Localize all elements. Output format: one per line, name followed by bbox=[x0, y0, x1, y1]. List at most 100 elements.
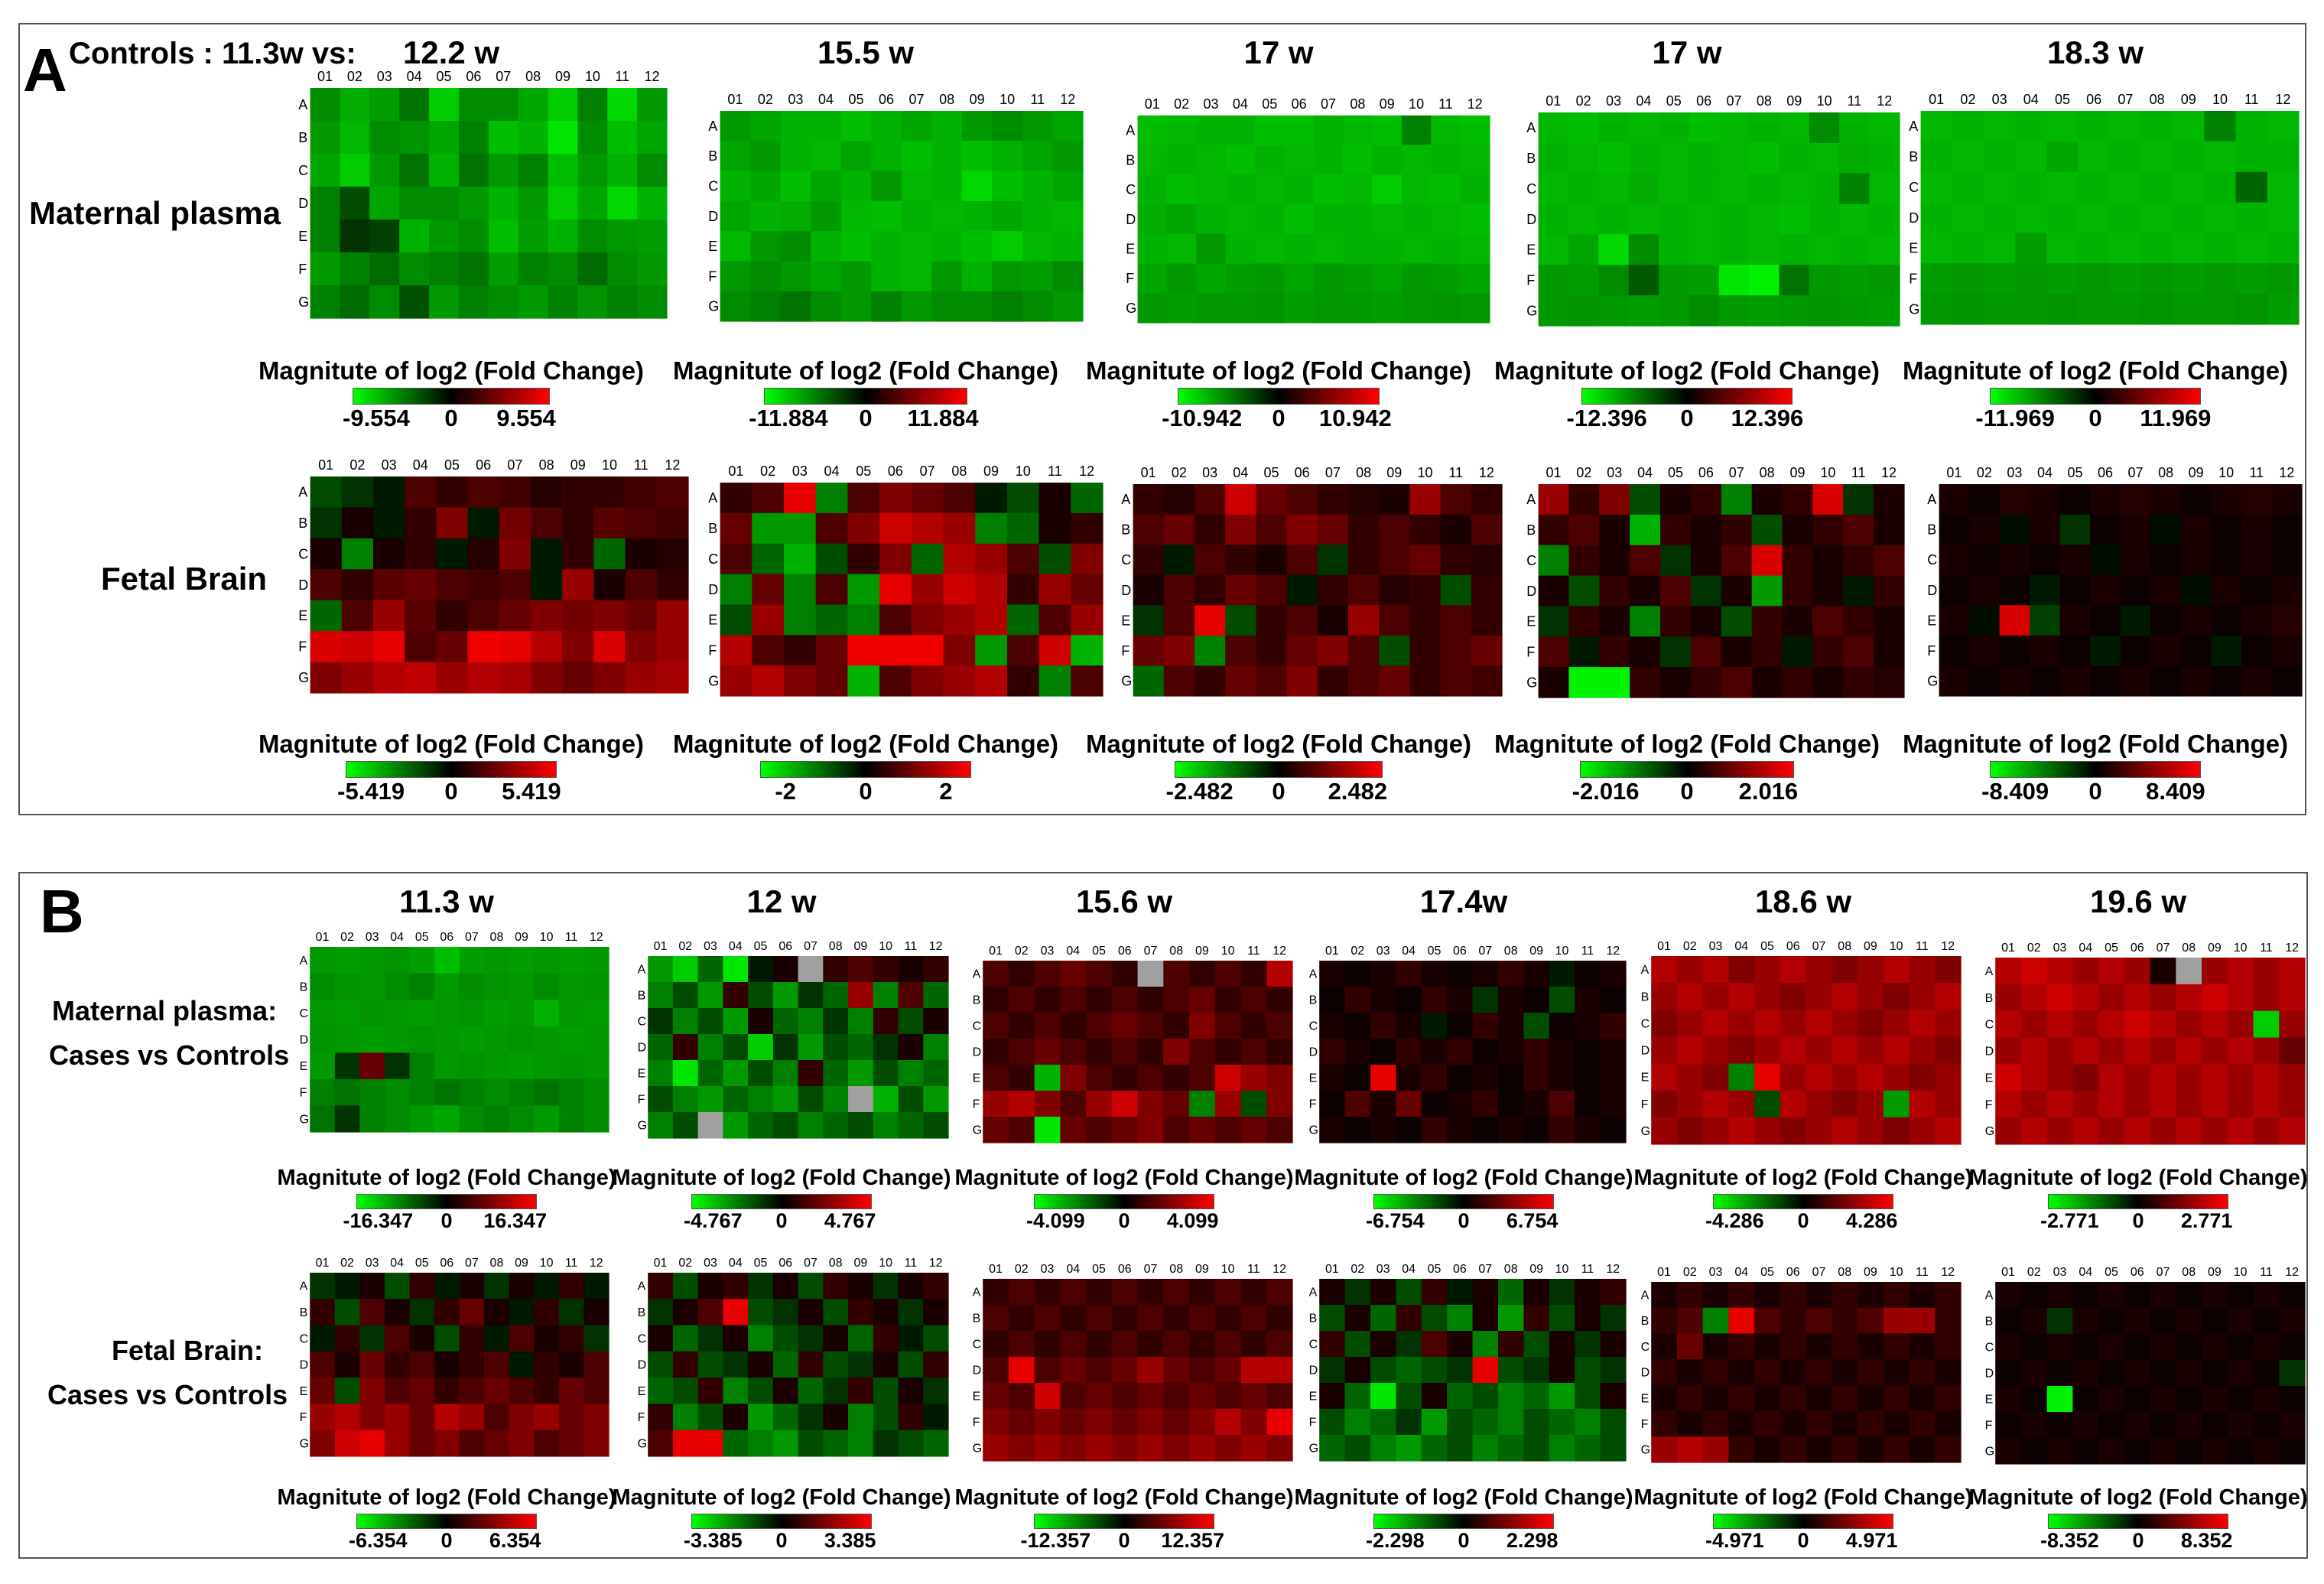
heatmap-cell bbox=[1751, 484, 1783, 516]
heatmap-cell bbox=[1660, 514, 1692, 546]
heatmap-cell bbox=[1952, 202, 1984, 234]
heatmap-cell bbox=[961, 141, 993, 172]
heatmap-cell bbox=[2124, 1386, 2151, 1413]
column-tick-label: 01 bbox=[989, 945, 1003, 958]
heatmap-cell bbox=[1702, 1410, 1729, 1437]
heatmap-cell bbox=[607, 154, 638, 187]
heatmap-cell bbox=[2124, 1117, 2151, 1145]
heatmap-cell bbox=[409, 1105, 435, 1133]
heatmap-cell bbox=[931, 141, 963, 172]
heatmap-cell bbox=[784, 483, 817, 514]
heatmap-cell bbox=[1969, 514, 2001, 545]
heatmap-cell bbox=[334, 1078, 360, 1107]
heatmap-cell bbox=[1721, 575, 1753, 607]
row-tick-label: B bbox=[708, 148, 717, 164]
heatmap-cell bbox=[961, 261, 993, 292]
column-tick-label: 03 bbox=[788, 92, 803, 107]
heatmap-cell bbox=[2253, 1064, 2280, 1091]
heatmap-cell bbox=[2046, 984, 2073, 1012]
heatmap-cell bbox=[1883, 1063, 1910, 1091]
heatmap-cell bbox=[923, 1430, 949, 1457]
heatmap-cell bbox=[2046, 1412, 2073, 1439]
column-tick-label: 03 bbox=[1709, 940, 1723, 953]
heatmap-cell bbox=[484, 1299, 510, 1326]
heatmap-cell bbox=[1843, 636, 1874, 668]
row-tick-label: D bbox=[973, 1364, 982, 1377]
heatmap-cell bbox=[1689, 234, 1720, 265]
heatmap-cell bbox=[1984, 141, 2016, 173]
panel-a-maternal-legend-title: Magnitute of log2 (Fold Change) bbox=[1085, 356, 1472, 385]
column-tick-label: 06 bbox=[440, 1257, 453, 1270]
heatmap-cell bbox=[2180, 514, 2212, 545]
panel-b-row-label-fetal-1: Fetal Brain: bbox=[112, 1335, 264, 1366]
heatmap-cell bbox=[1379, 484, 1410, 516]
column-tick-label: 10 bbox=[1820, 465, 1835, 480]
heatmap-cell bbox=[310, 220, 341, 253]
heatmap-cell bbox=[310, 569, 343, 601]
heatmap-cell bbox=[1255, 233, 1286, 265]
heatmap-cell bbox=[562, 477, 594, 509]
heatmap-cell bbox=[593, 662, 626, 694]
panel-b-maternal-legend-colorbar bbox=[1034, 1194, 1214, 1209]
heatmap-cell bbox=[723, 1299, 749, 1326]
heatmap-cell bbox=[625, 538, 658, 570]
heatmap-cell bbox=[1163, 1435, 1190, 1462]
heatmap-cell bbox=[577, 252, 608, 286]
heatmap-cell bbox=[1843, 545, 1874, 577]
heatmap-cell bbox=[1471, 574, 1503, 606]
heatmap-cell bbox=[534, 1403, 560, 1431]
heatmap-cell bbox=[562, 569, 594, 601]
heatmap-cell bbox=[1935, 956, 1962, 984]
heatmap-cell bbox=[1034, 1331, 1061, 1358]
panel-b-maternal-legend-title: Magnitute of log2 (Fold Change) bbox=[1294, 1166, 1633, 1190]
row-tick-label: A bbox=[1526, 492, 1536, 507]
heatmap-cell bbox=[1319, 1279, 1346, 1306]
heatmap-cell bbox=[2020, 1282, 2048, 1309]
heatmap-cell bbox=[1806, 1436, 1832, 1463]
heatmap-cell bbox=[1702, 1010, 1729, 1038]
heatmap-cell bbox=[2202, 958, 2228, 985]
heatmap-cell bbox=[1600, 1065, 1627, 1091]
heatmap-cell bbox=[2141, 233, 2173, 264]
heatmap-cell bbox=[672, 1086, 699, 1113]
heatmap-cell bbox=[840, 291, 872, 322]
row-tick-label: A bbox=[1309, 1286, 1318, 1299]
heatmap-cell bbox=[1575, 987, 1601, 1013]
heatmap-cell bbox=[2267, 294, 2300, 325]
heatmap-cell bbox=[1060, 1279, 1087, 1306]
heatmap-cell bbox=[1189, 1409, 1216, 1436]
heatmap-cell bbox=[2046, 141, 2079, 173]
heatmap-cell bbox=[488, 187, 519, 220]
heatmap-cell bbox=[2279, 1334, 2306, 1361]
heatmap-cell bbox=[1600, 1117, 1627, 1143]
heatmap-cell bbox=[1749, 265, 1780, 296]
panel-a-fetal-legend-colorbar bbox=[346, 761, 557, 778]
heatmap-cell bbox=[1286, 484, 1318, 516]
heatmap-cell bbox=[1372, 233, 1403, 265]
heatmap-cell bbox=[1163, 987, 1190, 1013]
heatmap-cell bbox=[1812, 636, 1844, 668]
heatmap-cell bbox=[2176, 1037, 2202, 1065]
heatmap-cell bbox=[1598, 112, 1630, 144]
heatmap-cell bbox=[1214, 1357, 1242, 1384]
heatmap-cell bbox=[648, 1060, 674, 1087]
heatmap-cell bbox=[1440, 605, 1472, 636]
panel-b-fetal-legend-colorbar bbox=[2048, 1514, 2228, 1529]
heatmap-cell bbox=[656, 631, 689, 663]
column-tick-label: 07 bbox=[507, 457, 522, 473]
heatmap-cell bbox=[429, 285, 460, 319]
column-tick-label: 04 bbox=[824, 463, 840, 479]
heatmap-cell bbox=[1022, 171, 1054, 202]
column-tick-label: 07 bbox=[1726, 93, 1741, 109]
column-tick-label: 01 bbox=[318, 457, 333, 473]
heatmap-cell bbox=[436, 538, 469, 570]
heatmap-cell bbox=[815, 635, 848, 666]
heatmap-cell bbox=[2072, 1438, 2099, 1465]
heatmap-cell bbox=[2267, 141, 2300, 173]
heatmap-cell bbox=[2020, 1412, 2048, 1439]
heatmap-cell bbox=[648, 1430, 674, 1457]
heatmap-cell bbox=[1883, 1384, 1910, 1412]
heatmap-cell bbox=[583, 1273, 609, 1299]
heatmap-cell bbox=[2227, 984, 2254, 1012]
heatmap-cell bbox=[1628, 112, 1659, 144]
